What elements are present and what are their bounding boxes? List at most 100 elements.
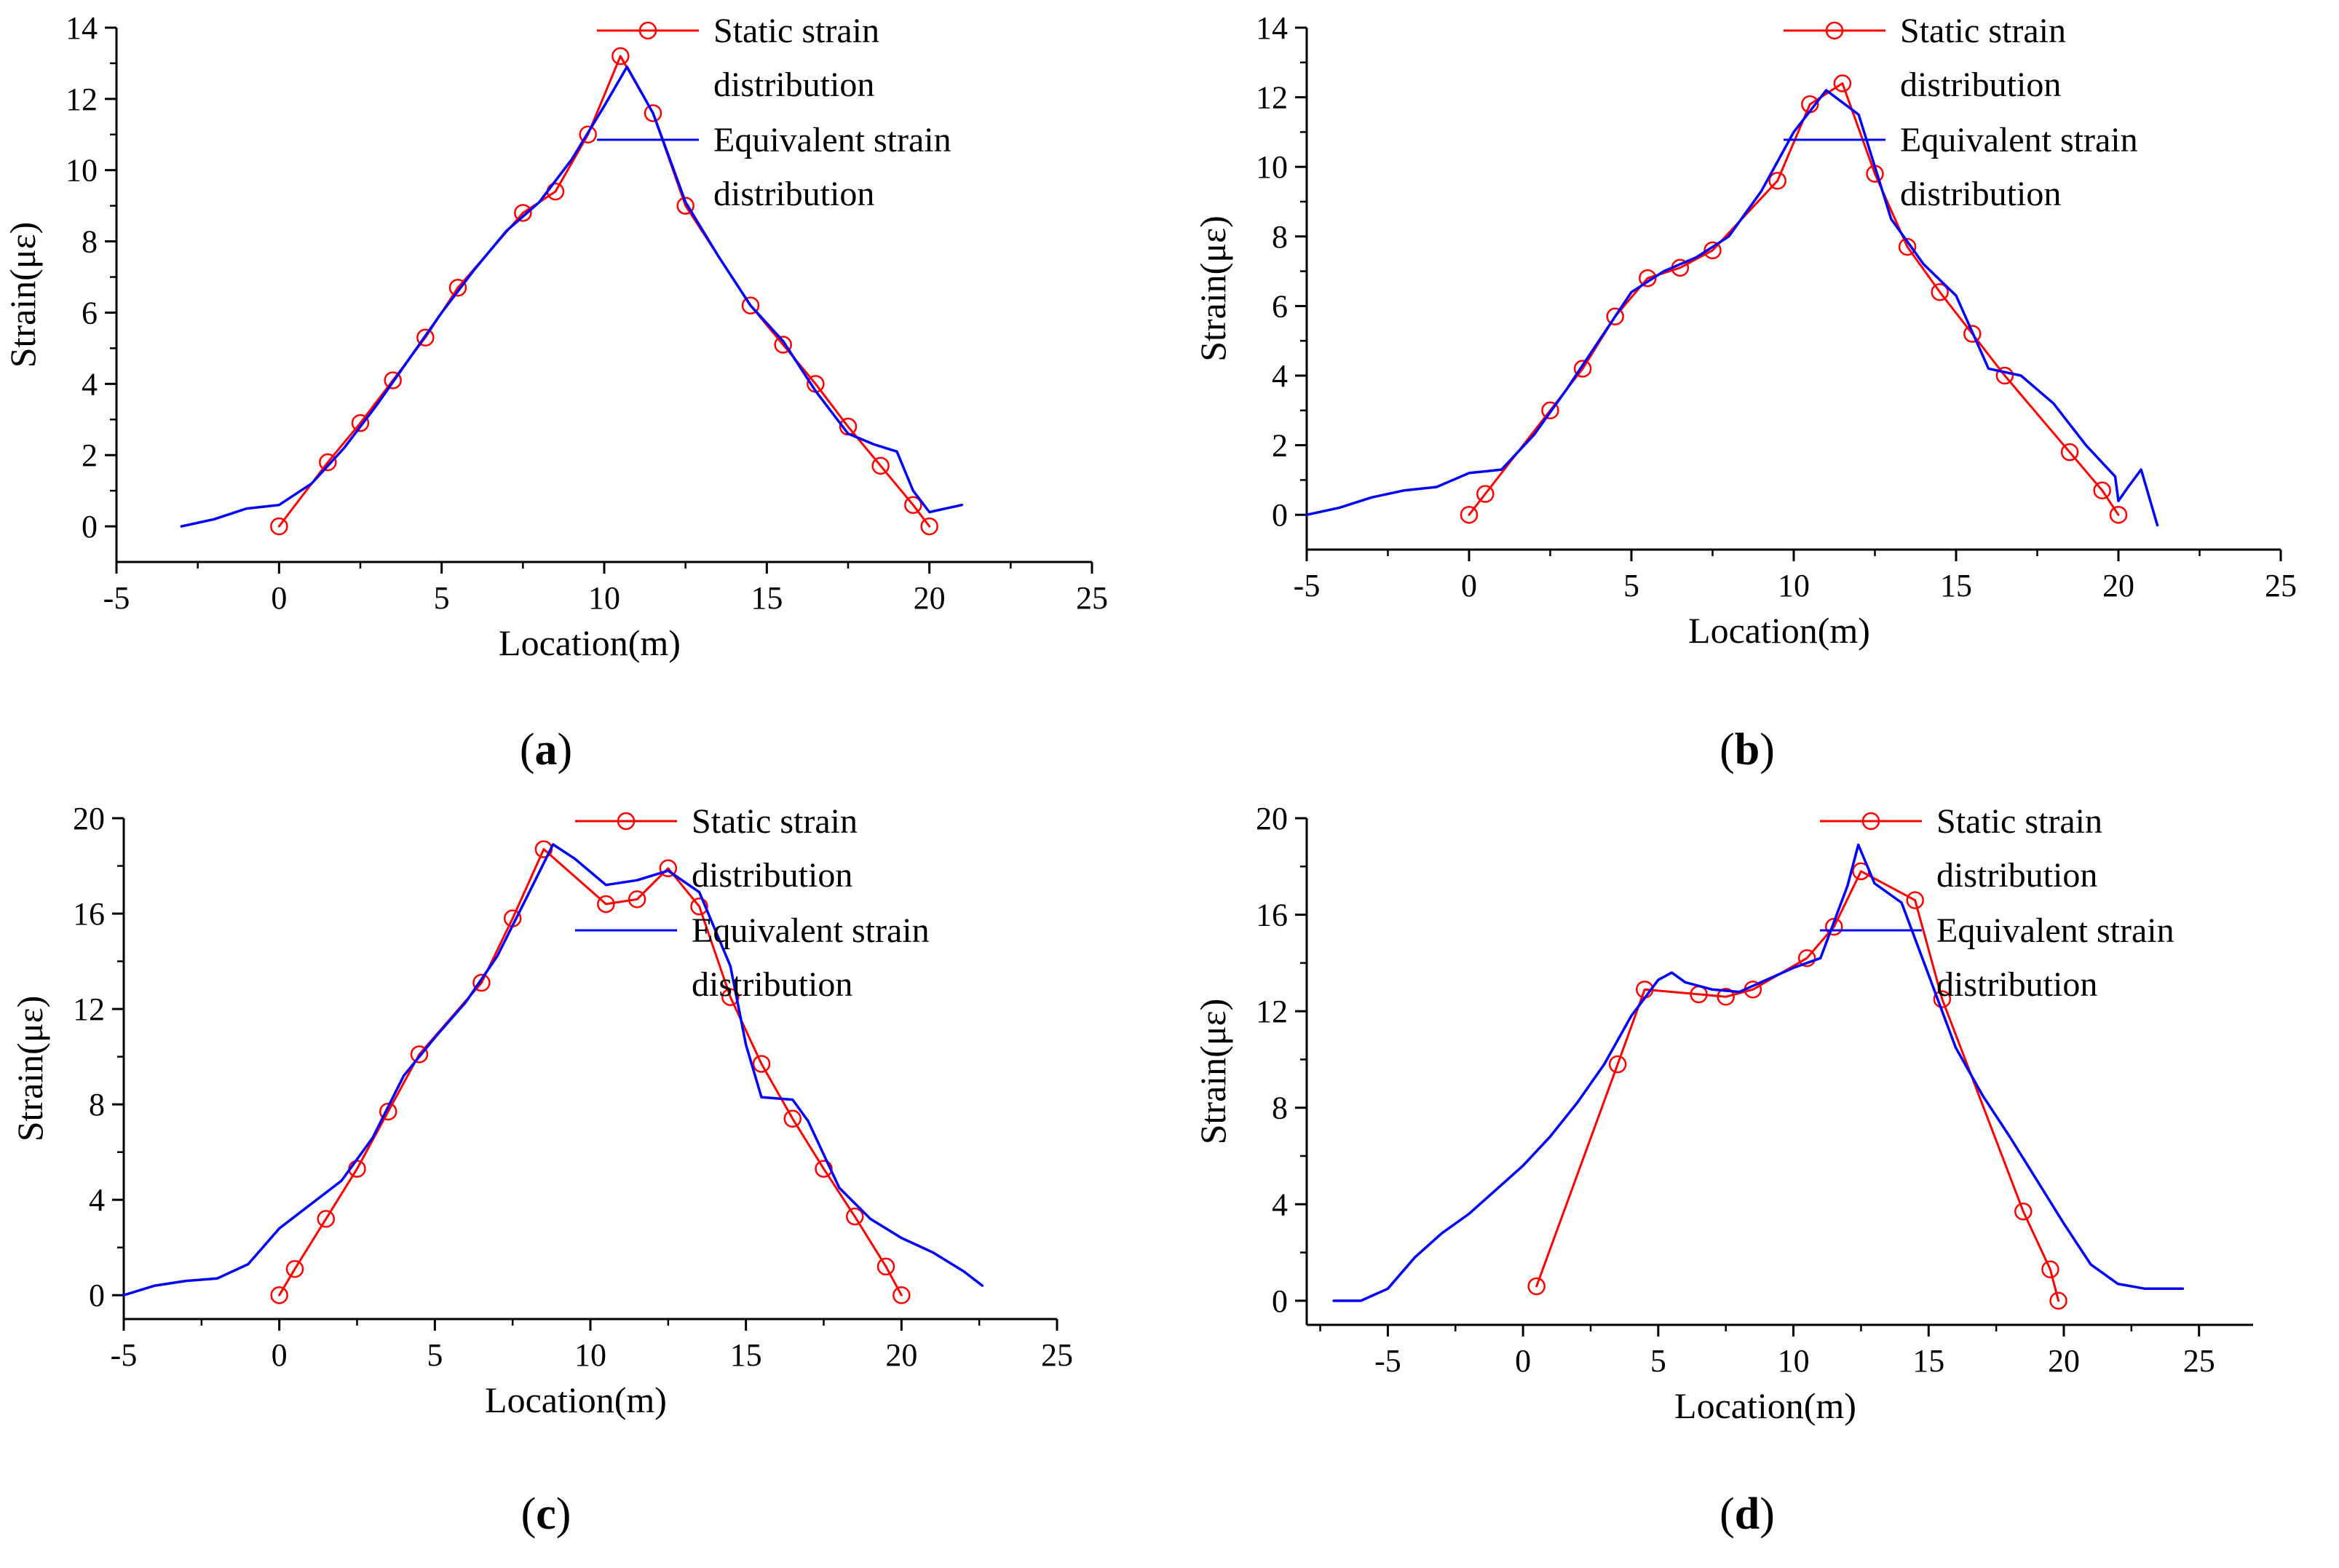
y-tick-label: 12	[1256, 80, 1288, 116]
x-tick-label: 0	[272, 1337, 288, 1373]
x-tick-label: 15	[751, 580, 783, 616]
static-strain-marker	[893, 1286, 911, 1304]
static-strain-marker	[2093, 481, 2111, 499]
legend-static-label: Static strain	[1936, 802, 2102, 841]
static-strain-marker	[514, 204, 532, 222]
static-strain-marker	[904, 496, 922, 514]
y-tick-label: 0	[89, 1278, 105, 1313]
x-tick-label: 5	[427, 1337, 443, 1373]
x-tick-label: 0	[1461, 568, 1477, 603]
static-strain-marker	[384, 371, 402, 389]
static-strain-marker	[448, 278, 467, 297]
static-strain-marker	[2041, 1260, 2059, 1279]
x-tick-label: 5	[1623, 568, 1639, 603]
panel-label-letter: a	[535, 725, 558, 775]
static-strain-marker	[774, 336, 792, 354]
x-tick-label: -5	[103, 580, 130, 616]
legend-equivalent-label: Equivalent strain	[1936, 911, 2174, 950]
x-tick-label: 0	[271, 580, 287, 616]
static-strain-marker	[1527, 1277, 1546, 1296]
static-strain-marker	[644, 104, 662, 122]
y-tick-label: 0	[1272, 1283, 1288, 1319]
static-strain-marker	[659, 859, 678, 878]
x-tick-label: 25	[2265, 568, 2297, 603]
static-strain-marker	[1703, 241, 1722, 260]
x-tick-label: -5	[111, 1337, 138, 1373]
x-tick-label: 10	[1778, 1343, 1810, 1379]
x-axis-title: Location(m)	[1674, 1385, 1856, 1426]
panel-label: (a)	[520, 725, 572, 775]
static-strain-marker	[579, 125, 597, 144]
static-strain-marker	[416, 328, 435, 347]
static-strain-marker	[1931, 283, 1949, 301]
static-strain-marker	[741, 296, 760, 314]
x-tick-label: -5	[1374, 1343, 1401, 1379]
y-tick-label: 16	[1256, 898, 1288, 933]
y-tick-label: 8	[82, 224, 98, 260]
static-strain-marker	[1963, 325, 1982, 343]
static-strain-marker	[270, 517, 288, 536]
static-strain-marker	[379, 1102, 397, 1121]
y-tick-label: 10	[1256, 149, 1288, 185]
x-tick-label: 20	[914, 580, 946, 616]
static-strain-marker	[1898, 237, 1917, 256]
x-tick-label: 10	[574, 1337, 606, 1373]
y-tick-label: 0	[1272, 497, 1288, 533]
legend-equivalent-label-2: distribution	[692, 965, 852, 1004]
panel-label-letter: c	[536, 1489, 556, 1539]
legend-equivalent-label-2: distribution	[1900, 175, 2061, 213]
static-strain-marker	[1933, 990, 1952, 1008]
static-strain-line	[1535, 870, 2060, 1302]
legend-static-marker	[1825, 21, 1844, 40]
y-tick-label: 4	[89, 1182, 105, 1218]
static-strain-marker	[920, 517, 938, 536]
static-strain-marker	[317, 1210, 336, 1228]
legend-static-label-2: distribution	[713, 66, 874, 104]
static-strain-marker	[845, 1207, 864, 1226]
static-strain-marker	[597, 895, 615, 914]
panel-label-letter: d	[1735, 1489, 1760, 1539]
static-strain-marker	[1833, 74, 1852, 92]
static-strain-marker	[1995, 366, 2014, 385]
equivalent-strain-line	[1305, 89, 2159, 527]
equivalent-strain-line	[180, 66, 964, 528]
legend-equivalent-label-2: distribution	[713, 175, 874, 213]
y-tick-label: 4	[82, 366, 98, 402]
panel-c: -5 0 5 10 15 20 25048121620Location(m)Strain(μ…	[9, 801, 1073, 1539]
x-axis-title: Location(m)	[499, 622, 681, 663]
y-tick-label: 12	[1256, 994, 1288, 1029]
static-strain-line	[278, 848, 903, 1296]
y-tick-label: 8	[1272, 1090, 1288, 1126]
static-strain-marker	[612, 47, 630, 66]
static-strain-marker	[2014, 1202, 2033, 1221]
x-tick-label: 25	[1041, 1337, 1073, 1373]
x-tick-label: 5	[1650, 1343, 1666, 1379]
y-tick-label: 6	[1272, 288, 1288, 324]
x-tick-label: 20	[2102, 568, 2134, 603]
x-tick-label: 5	[434, 580, 450, 616]
x-tick-label: 0	[1515, 1343, 1531, 1379]
x-tick-label: 10	[1778, 568, 1810, 603]
y-tick-label: 6	[82, 295, 98, 330]
x-axis-title: Location(m)	[1688, 610, 1870, 651]
legend-static-label-2: distribution	[1900, 66, 2061, 104]
static-strain-marker	[1573, 360, 1592, 378]
y-tick-label: 2	[1272, 428, 1288, 464]
static-strain-marker	[871, 456, 890, 475]
y-tick-label: 4	[1272, 358, 1288, 394]
x-tick-label: -5	[1294, 568, 1321, 603]
y-axis-title: Strain(με)	[1192, 999, 1233, 1145]
y-tick-label: 12	[66, 82, 98, 117]
legend-static-label-2: distribution	[692, 856, 852, 895]
legend-static-label: Static strain	[692, 802, 858, 841]
static-strain-marker	[1639, 269, 1657, 288]
static-strain-marker	[2049, 1291, 2067, 1310]
static-strain-marker	[1460, 505, 1479, 524]
y-tick-label: 8	[89, 1087, 105, 1122]
panel-label: (c)	[521, 1489, 571, 1539]
legend-static-marker	[617, 812, 636, 831]
legend-static-label-2: distribution	[1936, 856, 2097, 895]
x-tick-label: 25	[1076, 580, 1108, 616]
static-strain-marker	[270, 1286, 288, 1304]
static-strain-marker	[2060, 443, 2079, 462]
